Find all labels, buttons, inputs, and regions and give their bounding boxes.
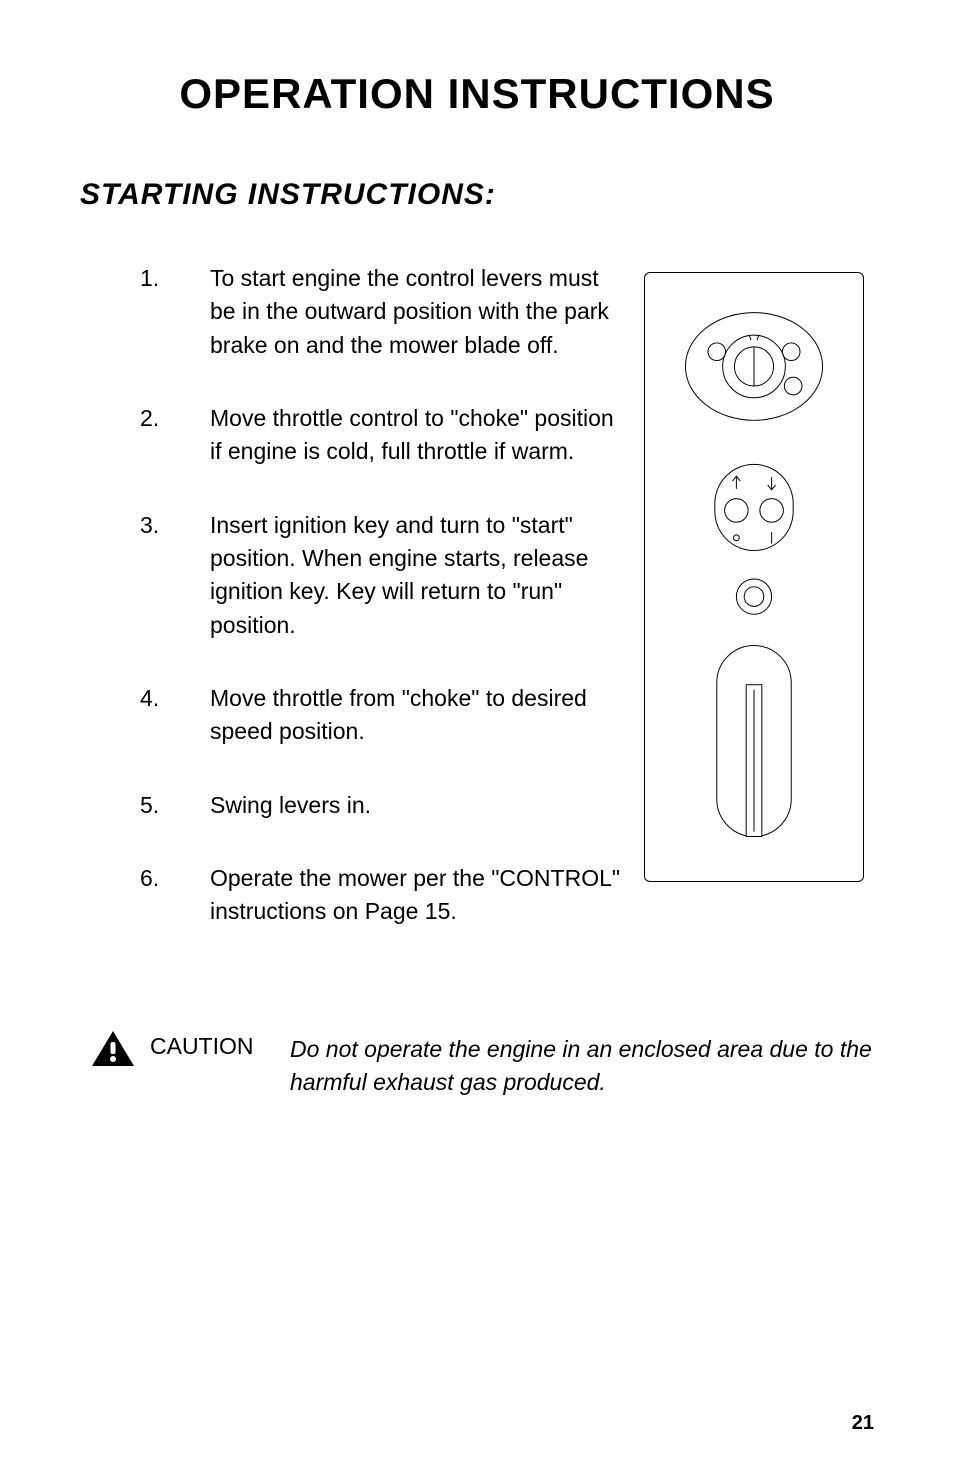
steps-column: 1. To start engine the control levers mu… — [80, 262, 644, 969]
step-item: 5. Swing levers in. — [140, 789, 624, 822]
page-title: OPERATION INSTRUCTIONS — [80, 70, 874, 118]
step-number: 3. — [140, 509, 210, 642]
step-text: Insert ignition key and turn to "start" … — [210, 509, 624, 642]
warning-icon — [90, 1029, 140, 1074]
caution-label: CAUTION — [150, 1029, 290, 1060]
step-number: 6. — [140, 862, 210, 929]
step-text: Operate the mower per the "CONTROL" inst… — [210, 862, 624, 929]
step-number: 5. — [140, 789, 210, 822]
step-item: 2. Move throttle control to "choke" posi… — [140, 402, 624, 469]
step-text: To start engine the control levers must … — [210, 262, 624, 362]
step-text: Move throttle control to "choke" positio… — [210, 402, 624, 469]
diagram-column — [644, 272, 874, 882]
section-subtitle: STARTING INSTRUCTIONS: — [80, 178, 874, 212]
content-row: 1. To start engine the control levers mu… — [80, 262, 874, 969]
control-panel-svg — [654, 293, 854, 861]
step-number: 2. — [140, 402, 210, 469]
step-item: 6. Operate the mower per the "CONTROL" i… — [140, 862, 624, 929]
step-item: 4. Move throttle from "choke" to desired… — [140, 682, 624, 749]
step-item: 1. To start engine the control levers mu… — [140, 262, 624, 362]
caution-text: Do not operate the engine in an enclosed… — [290, 1029, 874, 1100]
step-number: 4. — [140, 682, 210, 749]
step-number: 1. — [140, 262, 210, 362]
step-text: Move throttle from "choke" to desired sp… — [210, 682, 624, 749]
step-text: Swing levers in. — [210, 789, 624, 822]
caution-row: CAUTION Do not operate the engine in an … — [80, 1029, 874, 1100]
step-item: 3. Insert ignition key and turn to "star… — [140, 509, 624, 642]
control-panel-diagram — [644, 272, 864, 882]
page-number: 21 — [852, 1412, 874, 1435]
